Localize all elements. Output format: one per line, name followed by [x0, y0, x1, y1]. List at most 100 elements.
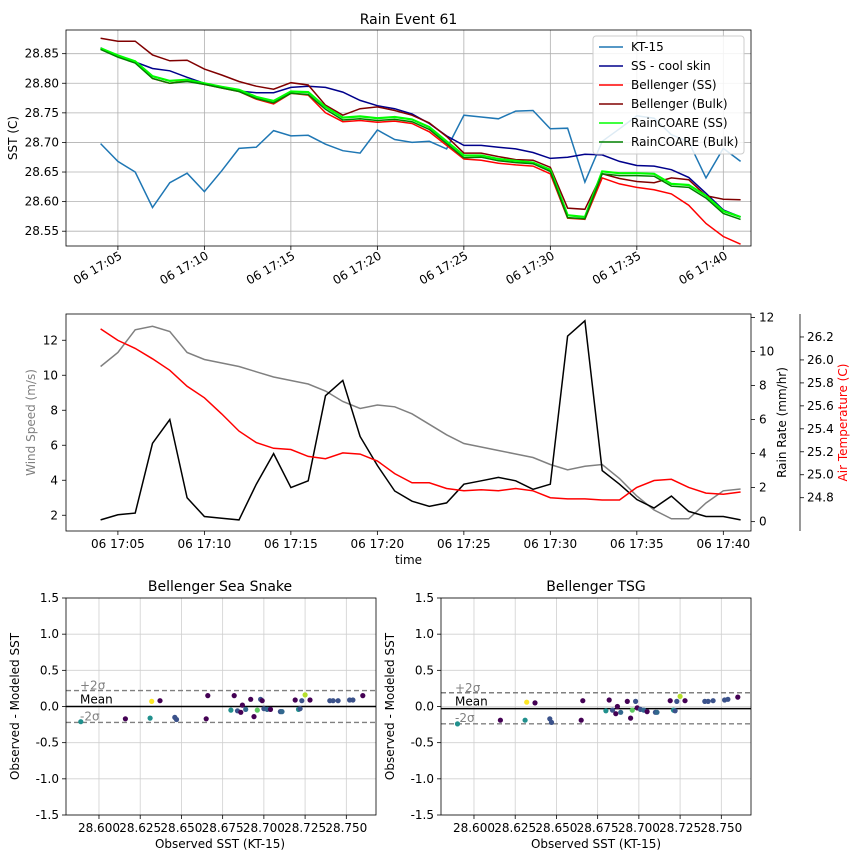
scatter-point	[330, 698, 336, 704]
sst-x-tick-label: 06 17:35	[590, 248, 643, 287]
wind-y-tick-label: 8	[50, 403, 58, 417]
scatter-y-tick-label: 1.5	[415, 591, 434, 605]
sst-y-tick-label: 28.65	[25, 165, 59, 179]
scatter-point	[254, 707, 260, 713]
wind-y-tick-label: 2	[50, 508, 58, 522]
scatter-point	[78, 719, 84, 725]
rain-axis-label: Rain Rate (mm/hr)	[775, 367, 789, 478]
scatter-x-tick-label: 28.675	[577, 821, 619, 835]
scatter-point	[228, 707, 234, 713]
airtemp-y-tick-label: 26.2	[807, 330, 834, 344]
scatter-point	[633, 698, 639, 705]
rain-y-tick-label: 6	[759, 413, 767, 427]
scatter-y-tick-label: -1.0	[36, 772, 59, 786]
scatter-y-tick-label: -1.5	[36, 808, 59, 822]
scatter-x-tick-label: 28.650	[535, 821, 577, 835]
scatter-point	[248, 696, 254, 702]
scatter-point	[618, 709, 624, 715]
scatter-point	[578, 717, 584, 723]
scatter-y-tick-label: -0.5	[411, 736, 434, 750]
lower-2sigma-label: -2σ	[80, 709, 100, 723]
scatter-point	[497, 717, 503, 723]
scatter-point	[203, 716, 209, 722]
scatter-point	[251, 714, 257, 720]
scatter-point	[147, 715, 153, 721]
sst-x-tick-label: 06 17:30	[503, 248, 556, 287]
scatter-x-axis-label: Observed SST (KT-15)	[155, 837, 285, 851]
scatter-x-tick-label: 28.625	[494, 821, 536, 835]
rain-y-tick-label: 4	[759, 447, 767, 461]
scatter-point	[524, 699, 530, 705]
legend-entry: Bellenger (Bulk)	[631, 97, 728, 111]
scatter-point	[149, 698, 155, 705]
met-x-tick-label: 06 17:30	[524, 537, 578, 551]
met-x-tick-label: 06 17:25	[437, 537, 491, 551]
scatter-y-tick-label: -0.5	[36, 736, 59, 750]
scatter-point	[239, 702, 245, 708]
sst-x-tick-label: 06 17:15	[244, 248, 297, 287]
wind-axis-label: Wind Speed (m/s)	[24, 369, 38, 476]
airtemp-y-tick-label: 25.8	[807, 376, 834, 390]
scatter-point	[173, 716, 180, 723]
wind-y-tick-label: 6	[50, 438, 58, 452]
upper-2sigma-label: +2σ	[80, 679, 106, 693]
scatter-title: Bellenger TSG	[546, 579, 645, 595]
scatter-y-tick-label: 0.0	[40, 700, 59, 714]
scatter-title: Bellenger Sea Snake	[148, 579, 292, 595]
scatter-point	[603, 708, 609, 714]
sst-series-line	[100, 37, 741, 211]
scatter-point	[454, 721, 461, 727]
sst-y-tick-label: 28.60	[25, 195, 59, 209]
sst-title: Rain Event 61	[360, 12, 458, 28]
scatter-y-tick-label: 0.5	[40, 663, 59, 677]
scatter-point	[299, 698, 305, 704]
sst-panel: 28.55 28.60 28.65 28.70 28.75 28.80 28.85 06 17…	[6, 12, 752, 287]
sst-y-tick-label: 28.55	[25, 224, 59, 238]
met-x-tick-label: 06 17:05	[91, 537, 145, 551]
scatter-point	[267, 706, 274, 713]
sst-series-line	[100, 48, 741, 221]
rain-y-tick-label: 10	[759, 344, 774, 358]
scatter-point	[350, 697, 356, 703]
scatter-point	[279, 709, 285, 715]
legend-entry: Bellenger (SS)	[631, 78, 717, 92]
scatter-point	[259, 698, 265, 704]
scatter-y-axis-label: Observed - Modeled SST	[8, 632, 22, 780]
scatter-y-axis-label: Observed - Modeled SST	[383, 632, 397, 780]
scatter-point	[360, 693, 366, 699]
met-x-tick-label: 06 17:35	[610, 537, 664, 551]
scatter-point	[682, 698, 688, 704]
scatter-point	[725, 696, 731, 702]
scatter-point	[548, 719, 555, 726]
scatter-y-tick-label: 0.0	[415, 700, 434, 714]
rain-y-tick-label: 12	[759, 310, 774, 324]
airtemp-y-tick-label: 24.8	[807, 491, 834, 505]
scatter-point	[672, 708, 678, 714]
scatter-y-tick-label: 1.0	[40, 627, 59, 641]
met-frame	[65, 313, 752, 532]
mean-label: Mean	[455, 695, 488, 709]
scatter-point	[122, 716, 128, 722]
scatter-x-tick-label: 28.600	[78, 821, 120, 835]
sst-legend: KT-15 SS - cool skin Bellenger (SS) Belleng…	[592, 35, 745, 155]
scatter-x-tick-label: 28.750	[700, 821, 742, 835]
rain-y-tick-label: 0	[759, 515, 767, 529]
scatter-frame	[65, 597, 377, 816]
scatter-point	[735, 694, 741, 700]
scatter-point	[580, 698, 586, 704]
met-x-tick-label: 06 17:40	[696, 537, 750, 551]
scatter-point	[307, 697, 313, 703]
wind-y-tick-label: 12	[43, 333, 58, 347]
scatter-x-tick-label: 28.725	[659, 821, 701, 835]
scatter-point	[532, 700, 538, 706]
sst-x-tick-label: 06 17:10	[157, 248, 210, 287]
scatter-point	[157, 698, 163, 704]
scatter-point	[705, 698, 711, 705]
sst-x-tick-label: 06 17:05	[71, 248, 124, 287]
scatter-point	[624, 698, 630, 705]
sst-y-tick-label: 28.80	[25, 76, 59, 90]
scatter-x-tick-label: 28.650	[160, 821, 202, 835]
upper-2sigma-label: +2σ	[455, 681, 481, 695]
scatter-point	[238, 709, 244, 715]
